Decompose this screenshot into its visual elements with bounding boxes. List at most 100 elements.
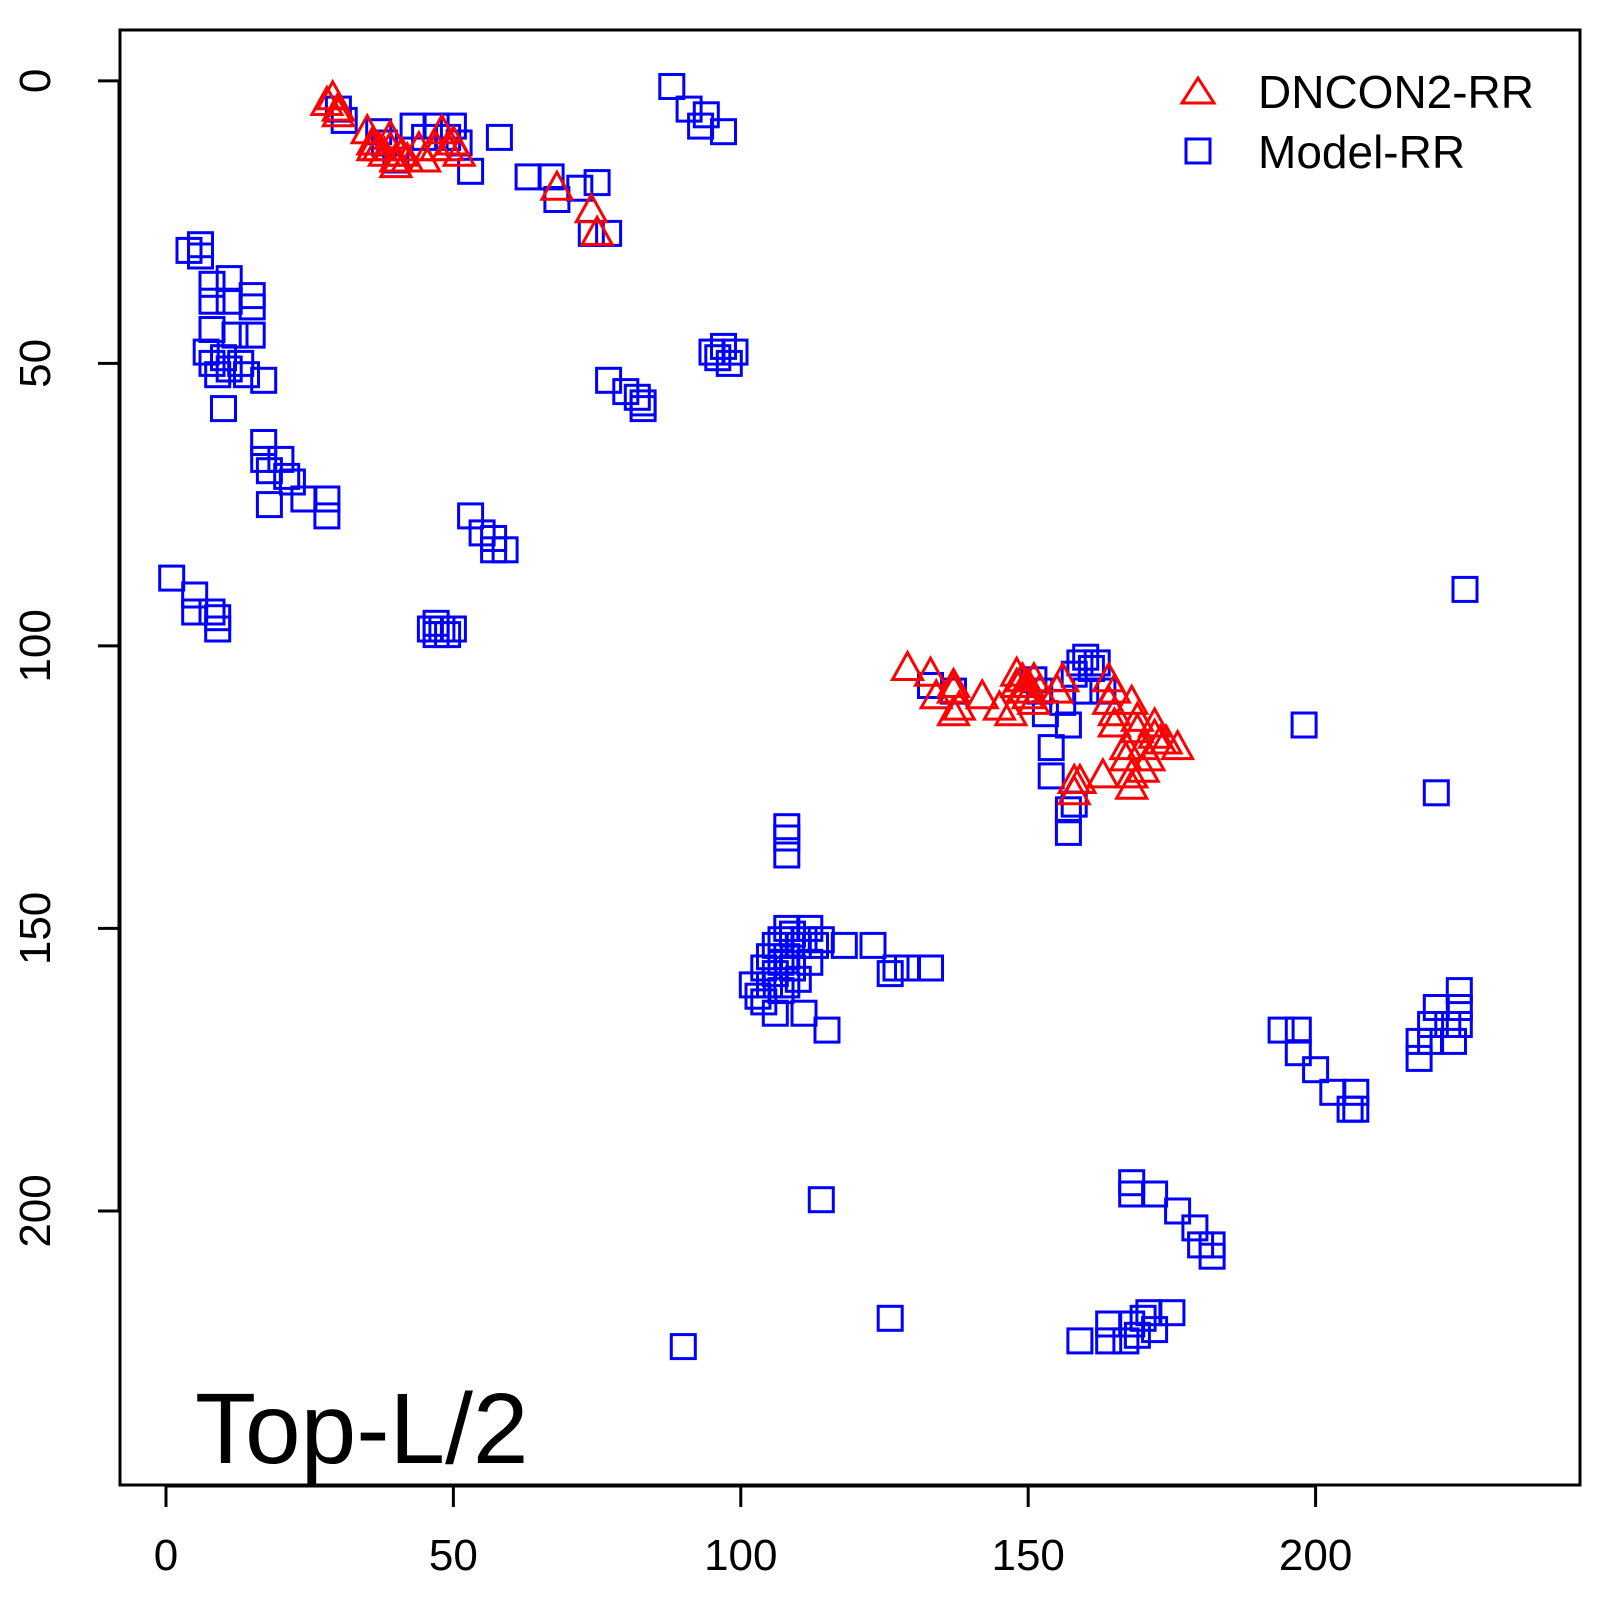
dncon2-rr-point <box>1119 700 1155 732</box>
model-rr-point <box>876 960 904 988</box>
dncon2-rr-point <box>1062 762 1098 794</box>
model-rr-point <box>313 502 341 530</box>
model-rr-point <box>313 485 341 513</box>
model-rr-point <box>1451 575 1479 603</box>
dncon2-rr-point <box>889 649 926 681</box>
model-rr-point <box>1198 1242 1226 1270</box>
plot-frame <box>118 28 1582 1487</box>
dncon2-rr-point <box>941 689 977 721</box>
model-rr-point <box>198 287 226 315</box>
dncon2-rr-point <box>912 655 949 687</box>
model-rr-point <box>198 598 226 626</box>
model-rr-point <box>1336 1095 1364 1123</box>
x-tick-label: 150 <box>991 1531 1064 1580</box>
dncon2-rr-point <box>320 90 356 122</box>
model-rr-point <box>1319 1078 1347 1106</box>
y-tick-label: 200 <box>11 1174 60 1247</box>
model-rr-point <box>1164 1197 1192 1225</box>
model-rr-point <box>1284 1039 1312 1067</box>
legend-label-model-rr: Model-RR <box>1258 126 1465 178</box>
model-rr-point <box>215 265 243 293</box>
dncon2-rr-point <box>539 169 575 201</box>
model-rr-point <box>1417 1011 1445 1038</box>
model-rr-point <box>198 316 226 343</box>
model-rr-point <box>807 1186 835 1214</box>
dncon2-rr-point <box>1114 756 1150 789</box>
x-tick-label: 200 <box>1279 1531 1352 1580</box>
model-rr-point <box>210 395 237 423</box>
dncon2-rr-point <box>1022 672 1058 704</box>
model-rr-markers <box>158 73 1479 1361</box>
model-rr-point <box>158 564 186 592</box>
model-rr-point <box>1445 994 1473 1021</box>
model-rr-point <box>859 931 887 959</box>
model-rr-point <box>1290 711 1318 739</box>
model-rr-point <box>204 361 232 389</box>
model-rr-point <box>1095 1327 1123 1355</box>
dncon2-rr-point <box>1114 768 1150 800</box>
y-axis: 0 50 100 150 200 <box>11 69 121 1248</box>
model-rr-point <box>187 242 214 270</box>
x-tick-label: 50 <box>429 1531 478 1580</box>
model-rr-point <box>250 429 278 456</box>
dncon2-rr-point <box>1004 672 1040 704</box>
model-rr-point <box>692 101 720 129</box>
dncon2-rr-point <box>1160 728 1196 761</box>
model-rr-point <box>790 999 818 1027</box>
dncon2-rr-point <box>389 140 425 173</box>
model-rr-point <box>1302 1056 1330 1084</box>
legend-square-icon <box>1184 137 1212 165</box>
model-rr-point <box>583 169 611 197</box>
x-tick-label: 0 <box>154 1531 178 1580</box>
dncon2-rr-point <box>441 135 477 167</box>
model-rr-point <box>1284 1016 1312 1044</box>
model-rr-point <box>1037 762 1065 790</box>
dncon2-rr-markers <box>309 78 1196 806</box>
model-rr-point <box>204 615 232 643</box>
model-rr-point <box>221 321 249 349</box>
model-rr-point <box>250 366 278 394</box>
model-rr-point <box>773 841 801 869</box>
model-rr-point <box>830 931 858 959</box>
model-rr-point <box>1422 779 1450 807</box>
legend-label-dncon2-rr: DNCON2-RR <box>1258 66 1534 118</box>
model-rr-point <box>1066 1327 1094 1355</box>
model-rr-point <box>1141 1180 1169 1208</box>
legend: DNCON2-RR Model-RR <box>1179 66 1534 178</box>
model-rr-point <box>566 174 594 202</box>
dncon2-rr-point <box>1085 756 1121 789</box>
dncon2-rr-point <box>579 214 615 246</box>
dncon2-rr-point <box>1010 677 1046 710</box>
y-tick-label: 150 <box>11 892 60 965</box>
model-rr-point <box>876 1304 904 1332</box>
legend-triangle-icon <box>1179 75 1217 105</box>
model-rr-point <box>1440 1027 1467 1055</box>
model-rr-point <box>1141 1316 1169 1344</box>
dncon2-rr-point <box>372 118 408 150</box>
y-tick-label: 50 <box>11 339 60 388</box>
model-rr-point <box>439 615 467 643</box>
dncon2-rr-point <box>1096 694 1132 727</box>
model-rr-point <box>1445 1011 1473 1038</box>
model-rr-point <box>721 338 749 366</box>
model-rr-point <box>658 73 686 100</box>
dncon2-rr-point <box>964 677 1000 710</box>
model-rr-point <box>1267 1016 1295 1044</box>
model-rr-point <box>1181 1214 1209 1242</box>
dncon2-rr-point <box>1096 672 1132 704</box>
model-rr-point <box>813 1016 841 1044</box>
model-rr-point <box>1342 1078 1370 1106</box>
dncon2-rr-point <box>407 140 443 173</box>
model-rr-point <box>1445 977 1473 1005</box>
model-rr-point <box>434 621 462 649</box>
model-rr-point <box>514 163 542 191</box>
model-rr-point <box>215 287 243 315</box>
model-rr-point <box>255 491 283 519</box>
dncon2-rr-point <box>935 694 972 727</box>
model-rr-point <box>238 321 266 349</box>
model-rr-point <box>773 824 801 852</box>
model-rr-point <box>181 598 209 626</box>
model-rr-point <box>198 270 226 298</box>
model-rr-point <box>457 157 485 185</box>
